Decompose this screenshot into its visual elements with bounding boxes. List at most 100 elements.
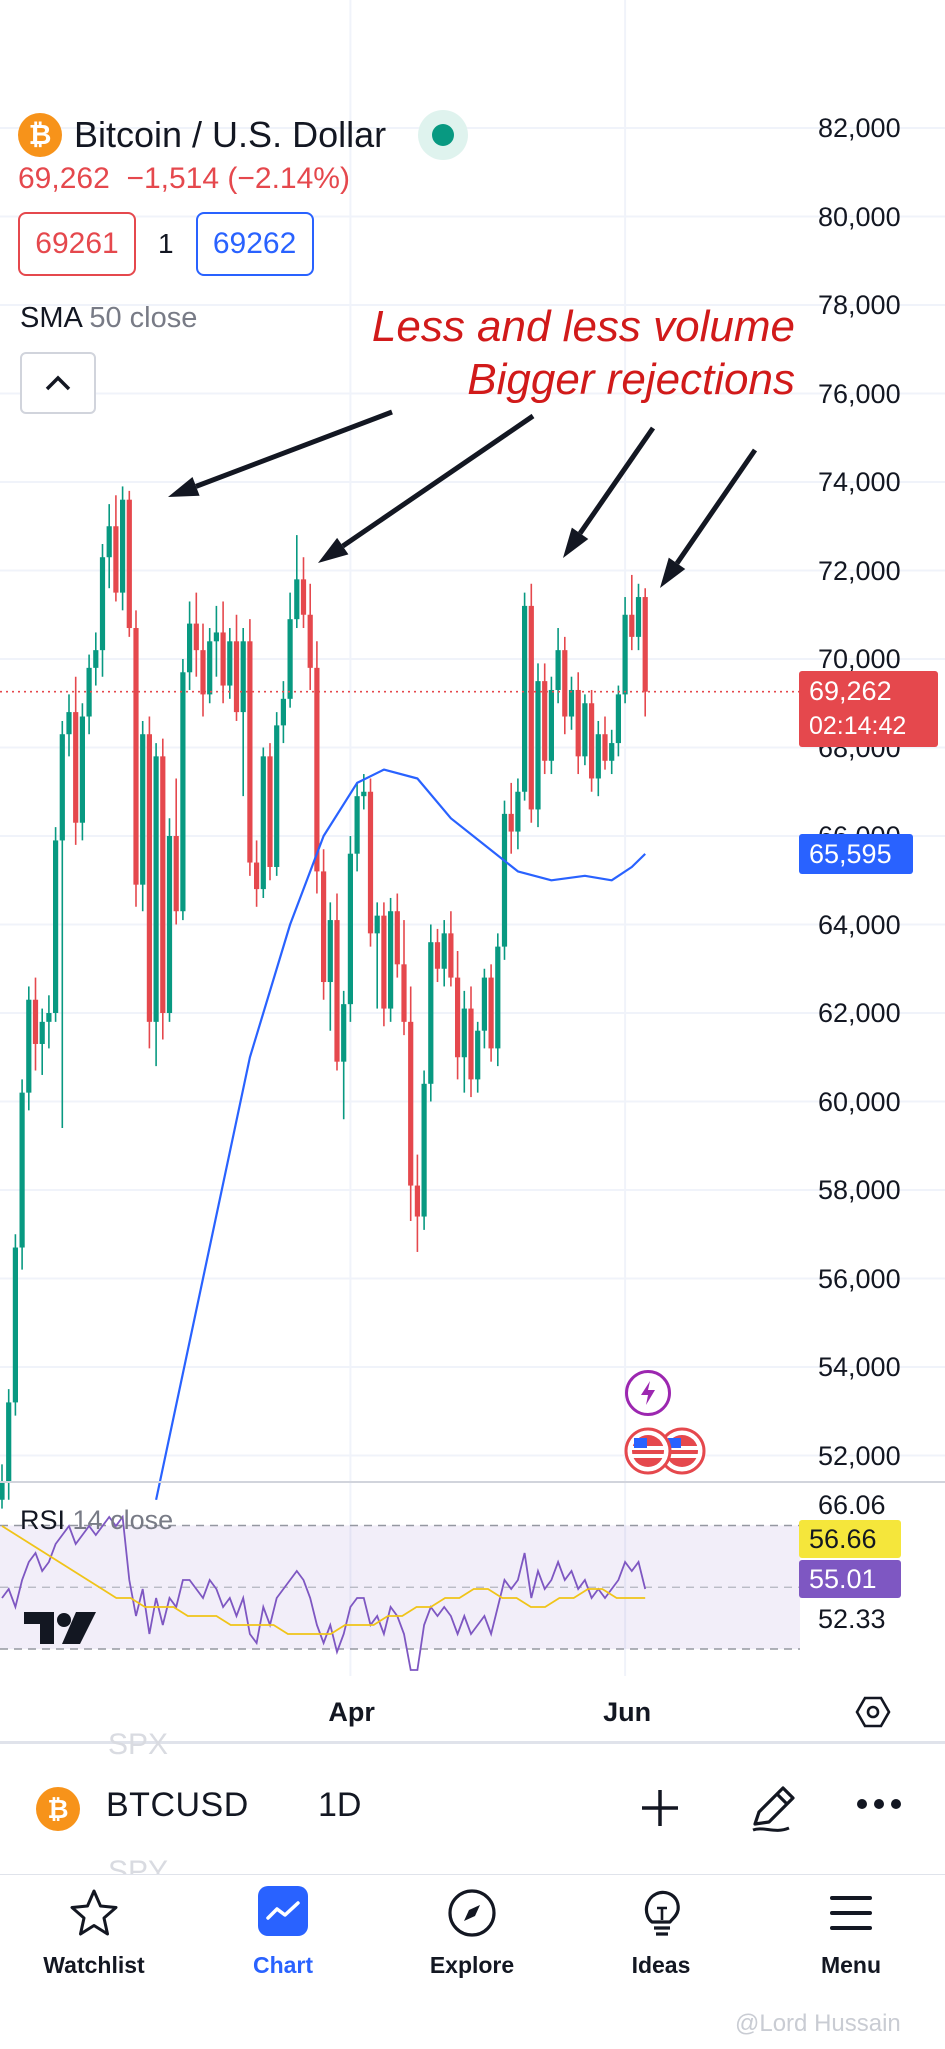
candle-body [227, 641, 233, 686]
candle-body [133, 628, 139, 885]
candle-body [528, 605, 534, 810]
candle-body [207, 641, 213, 695]
bar-countdown: 02:14:42 [809, 712, 907, 740]
candle-body [381, 915, 387, 1009]
collapse-legend-button[interactable] [20, 352, 96, 414]
bottom-nav [0, 1874, 945, 2049]
nav-label-watchlist: Watchlist [43, 1952, 145, 1978]
candle-body [287, 619, 293, 699]
market-open-icon[interactable] [418, 110, 469, 160]
nav-menu[interactable]: Menu [776, 1886, 926, 1979]
sma-legend[interactable]: SMA 50 close [20, 302, 197, 335]
candle-body [160, 756, 166, 1013]
coin-glyph: ₿ [28, 119, 52, 150]
price-change-line: 69,262 −1,514 (−2.14%) [18, 162, 350, 196]
candle-body [495, 946, 501, 1049]
nav-watchlist[interactable]: Watchlist [19, 1886, 169, 1979]
candle-body [32, 999, 39, 1044]
price-axis-label: 78,000 [818, 290, 901, 320]
price-axis-label: 62,000 [818, 998, 901, 1028]
candle-body [300, 579, 307, 615]
candle-body [314, 667, 320, 872]
candle-body [609, 743, 615, 761]
candle-body [0, 1482, 5, 1500]
candle-body [522, 605, 528, 792]
symbol-title: Bitcoin / U.S. Dollar [74, 114, 387, 155]
compass-icon [448, 1889, 496, 1937]
rsi-legend[interactable]: RSI 14 close [20, 1505, 173, 1536]
hexagon-settings-icon [855, 1696, 891, 1728]
price-axis-label: 80,000 [818, 201, 901, 232]
more-options-button[interactable] [856, 1797, 902, 1816]
time-axis-label: Jun [603, 1697, 652, 1727]
candle-body [629, 614, 635, 637]
price-chart[interactable] [0, 0, 945, 1743]
interval-button[interactable]: 1D [318, 1786, 362, 1824]
candle-body [12, 1247, 18, 1403]
buy-button[interactable]: 69262 [195, 212, 314, 276]
candle-body [582, 703, 588, 757]
pen-icon [752, 1786, 795, 1832]
candle-body [354, 796, 360, 854]
annotation-arrow-head [318, 537, 349, 563]
rsi-line [1, 1514, 647, 1671]
candle-body [307, 614, 313, 668]
candle-body [166, 836, 173, 1013]
toolbar-bitcoin-icon[interactable]: ₿ [36, 1787, 80, 1831]
price-axis-label: 64,000 [818, 909, 901, 940]
watermark: @Lord Hussain [735, 2010, 901, 2037]
sma-line [155, 768, 646, 1501]
candle-body [602, 734, 608, 761]
candle-body [99, 557, 106, 651]
candle-body [555, 650, 561, 690]
candle-body [294, 579, 300, 620]
candle-body [327, 920, 333, 983]
candle-body [254, 862, 260, 890]
candle-body [6, 1402, 12, 1483]
tv-logo-mark [24, 1612, 96, 1644]
candle-body [414, 1185, 420, 1217]
candle-body [394, 911, 400, 965]
candle-body [461, 1008, 467, 1058]
candle-body [622, 614, 628, 695]
last-price-tag-value: 69,262 [809, 676, 892, 706]
drawing-tools-button[interactable] [745, 1780, 801, 1841]
annotation-arrow-shaft [195, 409, 393, 489]
price-axis-label: 52,000 [818, 1440, 901, 1471]
chart-settings-button[interactable] [855, 1694, 891, 1735]
candle-body [120, 499, 126, 593]
sma-value-tag: 65,595 [799, 834, 913, 874]
candle-body [274, 725, 280, 867]
candle-body [113, 526, 119, 593]
symbol-search-button[interactable]: BTCUSD [106, 1786, 249, 1824]
candle-body [374, 915, 380, 934]
nav-label-chart: Chart [252, 1952, 314, 1978]
nav-chart[interactable]: Chart [208, 1886, 358, 1979]
nav-ideas[interactable]: Ideas [586, 1886, 736, 1979]
last-price: 69,262 [18, 162, 110, 195]
rsi-name: RSI [20, 1505, 66, 1535]
lightning-icon[interactable] [625, 1370, 671, 1416]
candle-body [180, 672, 186, 912]
rsi-ma-tag: 56.66 [799, 1520, 901, 1558]
symbol-header[interactable]: ₿ Bitcoin / U.S. Dollar [18, 110, 469, 160]
candle-body [240, 641, 246, 713]
candle-body [341, 1004, 347, 1062]
nav-explore[interactable]: Explore [397, 1886, 547, 1979]
candle-body [515, 791, 521, 832]
us-events-icon[interactable] [622, 1426, 712, 1476]
sell-button[interactable]: 69261 [18, 212, 136, 276]
add-indicator-button[interactable] [638, 1786, 682, 1835]
candle-body [267, 756, 273, 867]
candle-body [542, 681, 548, 761]
annotation-arrow-shaft [341, 413, 535, 549]
sma-params: 50 close [89, 302, 198, 334]
candle-body [79, 716, 85, 823]
candle-body [501, 813, 508, 947]
annotation-arrow-head [660, 557, 686, 588]
annotation-arrow-head [563, 527, 589, 558]
candle-body [66, 712, 72, 735]
annotation-arrow-shaft [674, 448, 758, 565]
annotation-line-1: Less and less volume [371, 302, 795, 351]
candle-body [220, 632, 226, 686]
